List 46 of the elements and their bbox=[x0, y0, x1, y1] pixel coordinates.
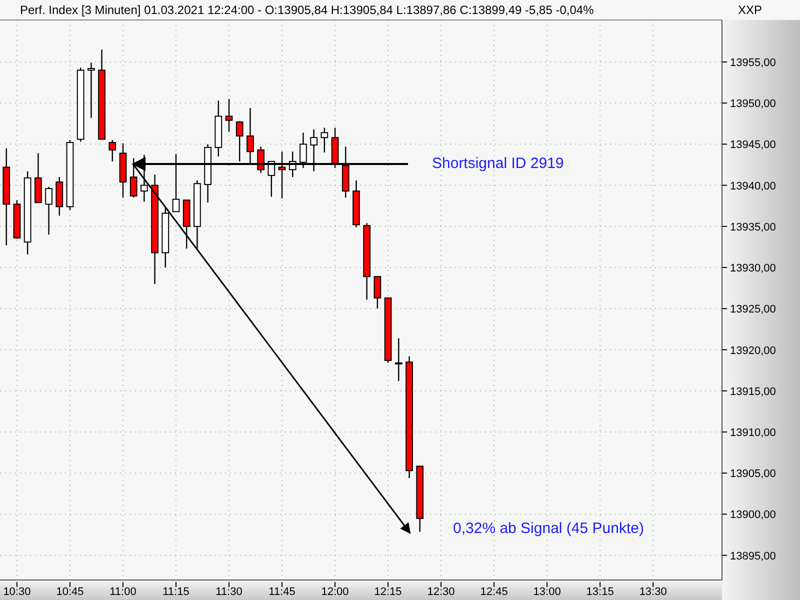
candlestick bbox=[374, 276, 382, 310]
candlestick bbox=[278, 150, 286, 200]
annotation: Shortsignal ID 2919 bbox=[432, 155, 564, 172]
candlestick bbox=[394, 338, 402, 382]
y-tick-label: 13910,00 bbox=[730, 426, 776, 439]
candlestick bbox=[236, 120, 244, 162]
y-tick-label: 13915,00 bbox=[730, 386, 776, 398]
x-tick-label: 11:30 bbox=[216, 586, 242, 598]
candlestick bbox=[300, 132, 307, 169]
x-tick-label: 12:45 bbox=[480, 586, 508, 598]
y-tick-label: 13925,00 bbox=[730, 304, 776, 316]
annotation: 0,32% ab Signal (45 Punkte) bbox=[453, 520, 644, 537]
x-tick-label: 13:00 bbox=[533, 586, 561, 598]
chart-title: Perf. Index [3 Minuten] 01.03.2021 12:24:00 - O:13905,84 H:13905,84 L:13897,86 C:13899,49 -5,85 -0,04% bbox=[20, 3, 594, 17]
candlestick bbox=[87, 62, 95, 118]
y-tick-label: 13955,00 bbox=[730, 56, 776, 69]
x-tick-label: 12:30 bbox=[427, 586, 455, 598]
candlestick bbox=[320, 127, 328, 153]
candlestick bbox=[140, 154, 148, 202]
x-tick-label: 12:00 bbox=[321, 586, 349, 598]
candlestick bbox=[172, 153, 180, 212]
y-tick-label: 13935,00 bbox=[730, 221, 776, 234]
candlestick bbox=[45, 186, 52, 236]
x-tick-label: 11:00 bbox=[110, 586, 136, 598]
x-tick-label: 12:15 bbox=[374, 586, 402, 598]
y-tick-label: 13950,00 bbox=[730, 98, 776, 110]
y-tick-label: 13940,00 bbox=[730, 180, 776, 192]
candlestick bbox=[130, 158, 138, 198]
candlestick bbox=[257, 146, 264, 174]
candlestick bbox=[108, 139, 116, 162]
text: XXP bbox=[738, 3, 762, 17]
candlestick bbox=[225, 98, 233, 132]
x-tick-label: 10:30 bbox=[3, 586, 31, 598]
x-tick-label: 11:45 bbox=[268, 586, 296, 598]
candlestick bbox=[310, 128, 318, 172]
y-tick-label: 13930,00 bbox=[730, 262, 776, 275]
y-tick-label: 13895,00 bbox=[730, 550, 776, 562]
x-tick-label: 13:15 bbox=[586, 586, 614, 598]
x-tick-label: 11:15 bbox=[162, 586, 190, 598]
y-tick-label: 13900,00 bbox=[730, 509, 776, 522]
x-tick-label: 10:45 bbox=[56, 586, 84, 598]
x-tick-label: 13:30 bbox=[639, 586, 667, 598]
candlestick bbox=[246, 107, 254, 164]
y-tick-label: 13905,00 bbox=[730, 468, 776, 480]
y-tick-label: 13920,00 bbox=[730, 344, 776, 357]
y-tick-label: 13945,00 bbox=[730, 139, 776, 152]
